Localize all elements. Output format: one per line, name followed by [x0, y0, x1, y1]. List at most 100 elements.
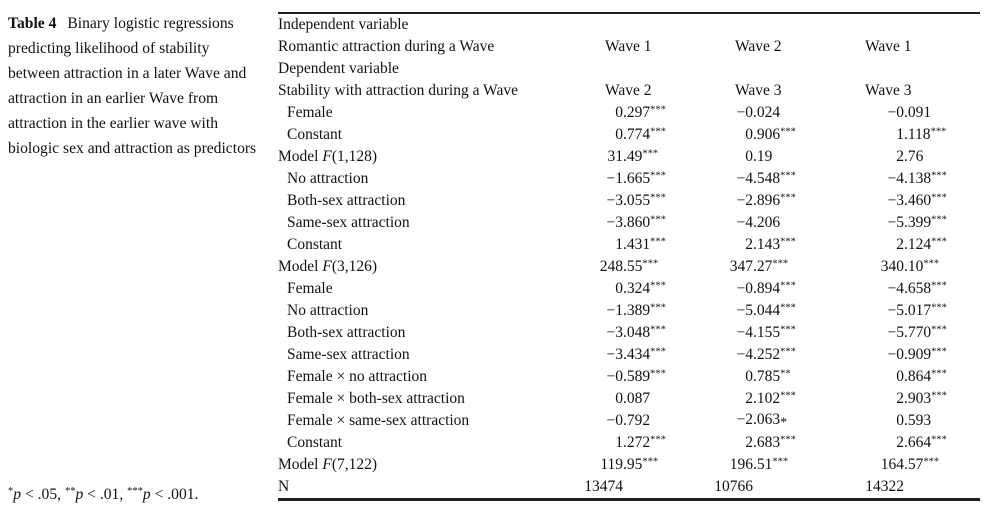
wave-header: Wave 1 [605, 38, 652, 55]
table-caption: Table 4 Binary logistic regressions predi… [8, 11, 262, 161]
table-row: N 13474 10766 14322 [278, 476, 980, 498]
coefficient-value: 1.272*** [615, 434, 666, 451]
coefficient-value: 2.124*** [896, 236, 947, 253]
row-label: Model F(7,122) [278, 456, 378, 473]
coefficient-value: −5.399*** [887, 214, 947, 231]
coefficient-value: 13474 [584, 478, 623, 495]
coefficient-value: 0.593 [896, 412, 932, 429]
coefficient-value: −0.091 [887, 104, 932, 121]
coefficient-value: −3.048*** [606, 324, 666, 341]
table-row: Model F(1,128) 31.49*** 0.19 2.76 [278, 146, 980, 168]
table-row: Romantic attraction during a Wave Wave 1 W… [278, 36, 980, 58]
one-star: * [8, 486, 14, 497]
coefficient-value: −1.665*** [606, 170, 666, 187]
coefficient-value: 0.864*** [896, 368, 947, 385]
p-symbol: p [13, 486, 22, 503]
coefficient-value: 2.102*** [745, 390, 796, 407]
coefficient-value: 0.774*** [615, 126, 666, 143]
row-label: No attraction [287, 170, 369, 187]
coefficient-value: 2.664*** [896, 434, 947, 451]
coefficient-value: −5.044*** [736, 302, 796, 319]
coefficient-value: −4.548*** [736, 170, 796, 187]
coefficient-value: −0.024 [736, 104, 781, 121]
coefficient-value: −4.252*** [736, 346, 796, 363]
table-row: Female 0.324*** −0.894*** −4.658*** [278, 278, 980, 300]
table-row: Female × no attraction −0.589*** 0.785** 0.… [278, 366, 980, 388]
coefficient-value: 31.49*** [607, 148, 659, 165]
table-row: Model F(7,122) 119.95*** 196.51*** 164.57**… [278, 454, 980, 476]
row-label: Dependent variable [278, 60, 399, 77]
wave-header: Wave 2 [735, 38, 782, 55]
coefficient-value: −4.155*** [736, 324, 796, 341]
table-row: Stability with attraction during a Wave W… [278, 80, 980, 102]
coefficient-value: −4.206 [736, 214, 781, 231]
wave-header: Wave 3 [865, 82, 912, 99]
three-stars: *** [127, 486, 143, 497]
coefficient-value: −3.860*** [606, 214, 666, 231]
table-row: Independent variable [278, 14, 980, 36]
row-label: Model F(3,126) [278, 258, 378, 275]
row-label: Constant [287, 126, 343, 143]
row-label: Both-sex attraction [287, 192, 406, 209]
coefficient-value: 248.55*** [599, 258, 659, 275]
coefficient-value: 2.903*** [896, 390, 947, 407]
wave-header: Wave 2 [605, 82, 652, 99]
coefficient-value: 119.95*** [600, 456, 659, 473]
row-label: Female [287, 104, 333, 121]
table-row: Female 0.297*** −0.024 −0.091 [278, 102, 980, 124]
coefficient-value: 0.297*** [615, 104, 666, 121]
row-label: Female × both-sex attraction [287, 390, 465, 407]
table-row: Constant 0.774*** 0.906*** 1.118*** [278, 124, 980, 146]
row-label: Female [287, 280, 333, 297]
caption-text: Binary logistic regressions predicting l… [8, 15, 257, 157]
table-row: Dependent variable [278, 58, 980, 80]
table-row: Same-sex attraction −3.860*** −4.206 −5.399… [278, 212, 980, 234]
coefficient-value: 2.76 [896, 148, 924, 165]
wave-header: Wave 1 [865, 38, 912, 55]
coefficient-value: 0.087 [615, 390, 651, 407]
table-row: Female × same-sex attraction −0.792 −2.063… [278, 410, 980, 432]
coefficient-value: 0.324*** [615, 280, 666, 297]
coefficient-value: −3.434*** [606, 346, 666, 363]
coefficient-value: −5.770*** [887, 324, 947, 341]
row-label: Both-sex attraction [287, 324, 406, 341]
coefficient-value: 2.683*** [745, 434, 796, 451]
coefficient-value: −0.909*** [887, 346, 947, 363]
coefficient-value: −1.389*** [606, 302, 666, 319]
coefficient-value: 10766 [714, 478, 753, 495]
table-row: Model F(3,126) 248.55*** 347.27*** 340.10**… [278, 256, 980, 278]
table-row: No attraction −1.389*** −5.044*** −5.017*** [278, 300, 980, 322]
row-label: Female × same-sex attraction [287, 412, 470, 429]
coefficient-value: −4.138*** [887, 170, 947, 187]
coefficient-value: 0.785** [745, 368, 791, 385]
p-threshold: < .001. [150, 486, 199, 503]
coefficient-value: −0.894*** [736, 280, 796, 297]
coefficient-value: 340.10*** [880, 258, 940, 275]
table-row: No attraction −1.665*** −4.548*** −4.138*** [278, 168, 980, 190]
wave-header: Wave 3 [735, 82, 782, 99]
table-row: Constant 1.431*** 2.143*** 2.124*** [278, 234, 980, 256]
row-label: Romantic attraction during a Wave [278, 38, 495, 55]
coefficient-value: 2.143*** [745, 236, 796, 253]
two-stars: ** [64, 486, 76, 497]
coefficient-value: 0.19 [745, 148, 773, 165]
coefficient-value: −3.460*** [887, 192, 947, 209]
coefficient-value: 347.27*** [729, 258, 789, 275]
row-label: No attraction [287, 302, 369, 319]
coefficient-value: 14322 [865, 478, 904, 495]
footnote-item: *p < .05, [8, 486, 65, 503]
row-label: Same-sex attraction [287, 214, 410, 231]
footnote-item: **p < .01, [65, 486, 127, 503]
table-row: Both-sex attraction −3.055*** −2.896*** −3.… [278, 190, 980, 212]
table-row: Female × both-sex attraction 0.087 2.102**… [278, 388, 980, 410]
table-row: Both-sex attraction −3.048*** −4.155*** −5.… [278, 322, 980, 344]
row-label: Female × no attraction [287, 368, 428, 385]
coefficient-value: 196.51*** [729, 456, 789, 473]
footnote-item: ***p < .001. [127, 486, 198, 503]
coefficient-value: 164.57*** [880, 456, 940, 473]
coefficient-value: −2.896*** [736, 192, 796, 209]
row-label: Model F(1,128) [278, 148, 378, 165]
coefficient-value: −0.589*** [606, 368, 666, 385]
p-symbol: p [75, 486, 84, 503]
